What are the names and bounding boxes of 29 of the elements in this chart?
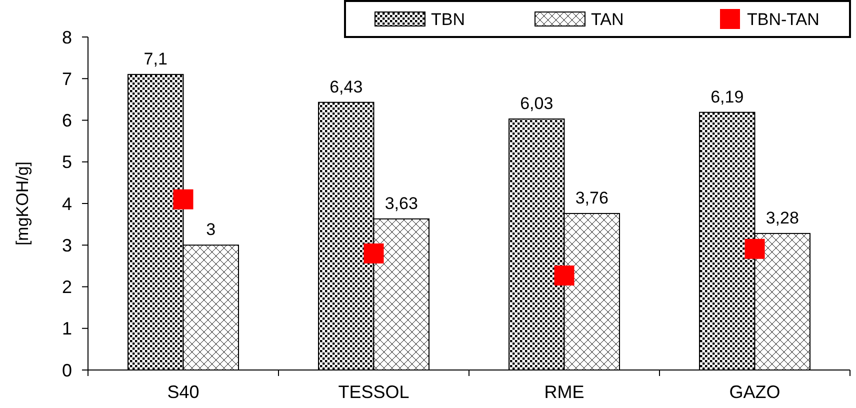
x-tick-label: RME	[544, 382, 584, 402]
y-tick-label: 6	[62, 110, 72, 131]
y-tick-label: 5	[62, 152, 72, 172]
x-tick-label: S40	[167, 382, 200, 402]
y-tick-label: 2	[62, 277, 72, 298]
data-label: 7,1	[144, 49, 168, 68]
data-label: 6,43	[330, 77, 363, 96]
data-label: 3,63	[384, 194, 418, 213]
legend-label: TAN	[591, 10, 624, 29]
y-axis-title: [mgKOH/g]	[13, 161, 32, 246]
data-label: 6,19	[710, 87, 744, 106]
data-label: 6,03	[520, 94, 554, 113]
legend-label: TBN	[431, 10, 465, 29]
x-tick-label: GAZO	[729, 382, 780, 402]
data-label: 3	[206, 220, 216, 240]
point	[173, 189, 194, 210]
point	[744, 238, 765, 259]
data-label: 3,76	[575, 188, 608, 208]
y-tick-label: 7	[62, 68, 72, 89]
y-tick-label: 4	[62, 194, 72, 214]
data-label: 3,28	[766, 208, 799, 228]
y-tick-label: 8	[62, 27, 72, 48]
y-tick-label: 0	[62, 360, 72, 380]
y-tick-label: 3	[62, 235, 72, 256]
y-tick-label: 1	[62, 318, 72, 339]
legend-label: TBN-TAN	[747, 10, 820, 29]
x-tick-label: TESSOL	[338, 382, 410, 402]
point	[554, 266, 574, 286]
point	[364, 243, 384, 264]
